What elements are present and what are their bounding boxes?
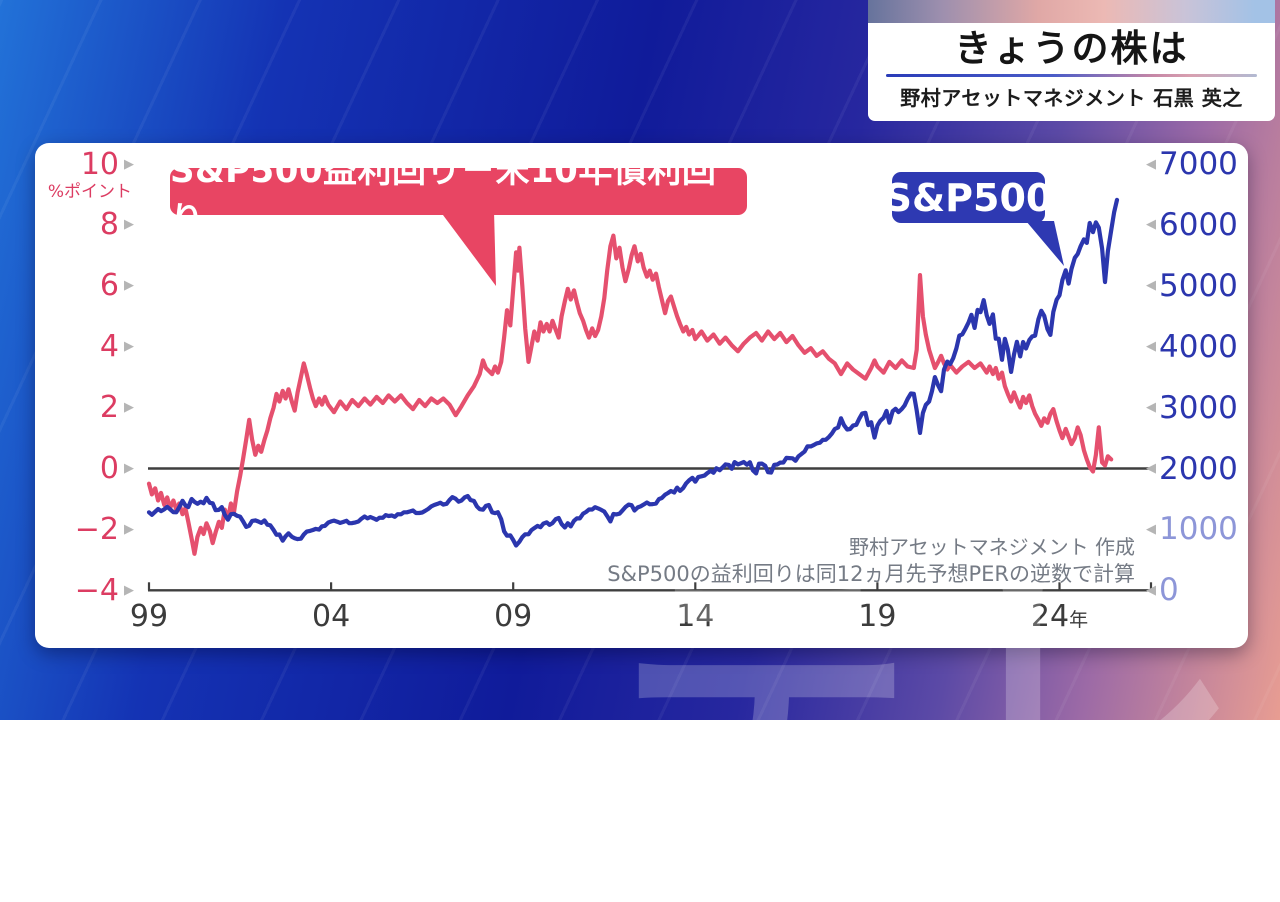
right-tick-value: 6000 [1159, 206, 1238, 243]
left-axis-tick: −4 ▶ [28, 571, 134, 609]
x-axis-tick-label: 04 [312, 599, 351, 634]
left-tick-value: 4 [99, 329, 119, 365]
x-axis-tick-label: 09 [494, 599, 533, 634]
x-axis-tick-label: 19 [858, 599, 897, 634]
left-tick-value: −4 [74, 572, 119, 608]
tick-arrow-left-icon: ◀ [1146, 217, 1156, 233]
tv-graphic-background: きょうの株は 野村アセットマネジメント 石黒 英之 %ポイント 10 ▶ 8 ▶ 6 ▶ 4… [0, 0, 1280, 720]
right-axis-tick: ◀ 1000 [1146, 510, 1238, 548]
guest-name: 野村アセットマネジメント 石黒 英之 [900, 86, 1243, 110]
tick-arrow-left-icon: ◀ [1146, 582, 1156, 598]
source-annotations: 野村アセットマネジメント 作成 S&P500の益利回りは同12ヵ月先予想PERの… [607, 534, 1135, 588]
left-axis-unit-label: %ポイント [47, 182, 132, 202]
tick-arrow-right-icon: ▶ [124, 521, 134, 537]
left-axis-tick: 6 ▶ [28, 267, 134, 305]
left-tick-value: 2 [99, 390, 119, 426]
x-axis-tick-label: 24年 [1030, 599, 1089, 634]
tick-arrow-left-icon: ◀ [1146, 278, 1156, 294]
tick-arrow-left-icon: ◀ [1146, 461, 1156, 476]
right-tick-value: 3000 [1159, 389, 1238, 426]
tick-arrow-left-icon: ◀ [1146, 521, 1156, 537]
right-tick-value: 4000 [1159, 328, 1238, 365]
tick-arrow-right-icon: ▶ [124, 217, 134, 233]
spread-series-callout: S&P500益利回り－米10年債利回り [170, 151, 747, 240]
right-axis-tick: ◀ 5000 [1146, 267, 1238, 305]
right-axis-tick: ◀ 4000 [1146, 328, 1238, 366]
x-axis-tick-label: 14 [676, 599, 715, 634]
right-axis-tick: ◀ 3000 [1146, 389, 1238, 427]
left-tick-value: 6 [99, 268, 119, 304]
tick-arrow-right-icon: ▶ [124, 582, 134, 598]
right-tick-value: 1000 [1159, 511, 1238, 548]
left-axis-tick: 8 ▶ [28, 206, 134, 244]
tick-arrow-left-icon: ◀ [1146, 339, 1156, 355]
right-tick-value: 5000 [1159, 267, 1238, 304]
tick-arrow-left-icon: ◀ [1146, 156, 1156, 172]
program-title: きょうの株は [954, 27, 1189, 70]
header-card: きょうの株は 野村アセットマネジメント 石黒 英之 [868, 0, 1275, 121]
right-axis-tick: ◀ 7000 [1146, 145, 1238, 183]
right-axis-tick: ◀ 2000 [1146, 450, 1238, 488]
tick-arrow-right-icon: ▶ [124, 156, 134, 172]
tick-arrow-left-icon: ◀ [1146, 400, 1156, 416]
methodology-line: S&P500の益利回りは同12ヵ月先予想PERの逆数で計算 [607, 562, 1135, 586]
tick-arrow-right-icon: ▶ [124, 461, 134, 476]
right-axis-tick: ◀ 0 [1146, 571, 1179, 609]
left-tick-value: 8 [99, 207, 119, 243]
left-tick-value: 10 [80, 146, 119, 182]
right-tick-value: 2000 [1159, 450, 1238, 487]
left-tick-value: −2 [74, 511, 119, 547]
left-axis-tick: 10 ▶ [28, 145, 134, 183]
right-axis-tick: ◀ 6000 [1146, 206, 1238, 244]
source-line: 野村アセットマネジメント 作成 [849, 535, 1135, 559]
header-body: きょうの株は 野村アセットマネジメント 石黒 英之 [868, 23, 1275, 121]
header-divider [886, 74, 1257, 77]
left-axis-tick: 2 ▶ [28, 389, 134, 427]
tick-arrow-right-icon: ▶ [124, 339, 134, 355]
left-axis-tick: 4 ▶ [28, 328, 134, 366]
tick-arrow-right-icon: ▶ [124, 400, 134, 416]
left-axis-tick: 0 ▶ [28, 450, 134, 488]
left-axis-tick: −2 ▶ [28, 510, 134, 548]
left-tick-value: 0 [99, 451, 119, 486]
header-gradient-strip [868, 0, 1275, 23]
sp500-series-callout: S&P500 [885, 172, 1052, 223]
x-axis-tick-label: 99 [129, 599, 169, 634]
tick-arrow-right-icon: ▶ [124, 278, 134, 294]
right-tick-value: 0 [1159, 572, 1179, 609]
right-tick-value: 7000 [1159, 146, 1238, 182]
